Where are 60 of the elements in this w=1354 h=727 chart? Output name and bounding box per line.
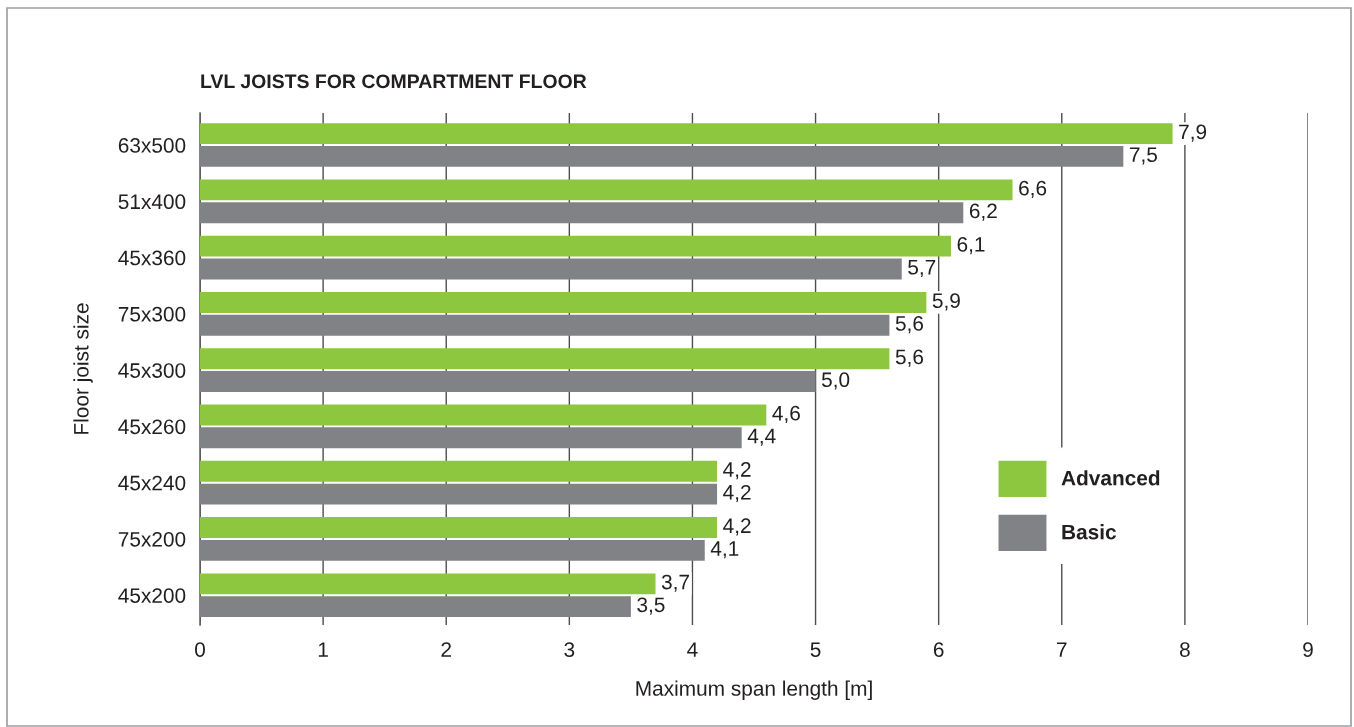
data-label: 5,7 xyxy=(908,260,936,278)
x-tick-label: 2 xyxy=(441,642,451,657)
y-tick-label: 75x200 xyxy=(118,531,186,547)
y-tick-label: 45x240 xyxy=(118,475,186,491)
legend-label: Basic xyxy=(1062,524,1116,540)
data-label: 4,2 xyxy=(723,518,751,536)
y-tick-label: 45x200 xyxy=(118,588,186,603)
x-tick-label: 7 xyxy=(1057,642,1067,657)
x-tick-label: 8 xyxy=(1180,642,1190,657)
bar xyxy=(200,348,890,370)
y-axis-title: Floor joist size xyxy=(73,303,93,434)
x-tick-label: 0 xyxy=(195,642,205,657)
x-axis-title: Maximum span length [m] xyxy=(636,680,872,700)
bar xyxy=(200,179,1013,201)
bar xyxy=(200,460,718,482)
data-label: 4,6 xyxy=(772,405,800,424)
data-label: 4,1 xyxy=(710,541,739,559)
bar xyxy=(200,235,951,257)
data-label: 6,2 xyxy=(969,203,997,221)
bar xyxy=(200,404,767,426)
chart-title: LVL JOISTS FOR COMPARTMENT FLOOR xyxy=(201,74,587,89)
bar xyxy=(200,427,742,449)
y-tick-label: 75x300 xyxy=(118,306,186,322)
data-label: 7,5 xyxy=(1129,147,1157,165)
bar xyxy=(200,314,890,336)
data-label: 5,6 xyxy=(895,316,924,334)
data-label: 6,1 xyxy=(957,237,985,255)
bar xyxy=(200,292,927,313)
data-label: 6,6 xyxy=(1019,180,1047,198)
data-label: 4,2 xyxy=(723,484,751,503)
x-tick-label: 9 xyxy=(1303,642,1313,657)
x-tick-label: 5 xyxy=(810,642,821,657)
x-tick-label: 1 xyxy=(318,642,328,657)
data-label: 4,2 xyxy=(723,462,751,480)
bar xyxy=(200,539,705,561)
bar xyxy=(200,483,718,505)
bar xyxy=(200,371,816,392)
y-tick-label: 45x360 xyxy=(118,250,186,266)
data-label: 4,4 xyxy=(747,428,776,446)
x-tick-label: 3 xyxy=(564,642,575,657)
y-tick-label: 45x300 xyxy=(118,363,186,378)
y-tick-label: 51x400 xyxy=(118,194,186,210)
bar xyxy=(200,517,718,538)
bar xyxy=(200,573,656,595)
bar xyxy=(200,123,1173,145)
data-label: 3,7 xyxy=(661,574,689,592)
y-tick-label: 45x260 xyxy=(118,419,186,435)
x-tick-label: 4 xyxy=(687,642,698,657)
y-tick-label: 63x500 xyxy=(118,138,186,153)
bar xyxy=(200,146,1124,167)
bar xyxy=(200,258,902,280)
data-label: 5,0 xyxy=(821,372,850,390)
data-label: 5,9 xyxy=(932,293,960,311)
x-tick-label: 6 xyxy=(933,642,944,657)
bar xyxy=(200,202,964,224)
data-label: 7,9 xyxy=(1179,124,1207,142)
bar xyxy=(200,596,631,617)
legend-label: Advanced xyxy=(1061,470,1160,486)
data-label: 5,6 xyxy=(895,349,924,367)
data-label: 3,5 xyxy=(637,597,665,615)
